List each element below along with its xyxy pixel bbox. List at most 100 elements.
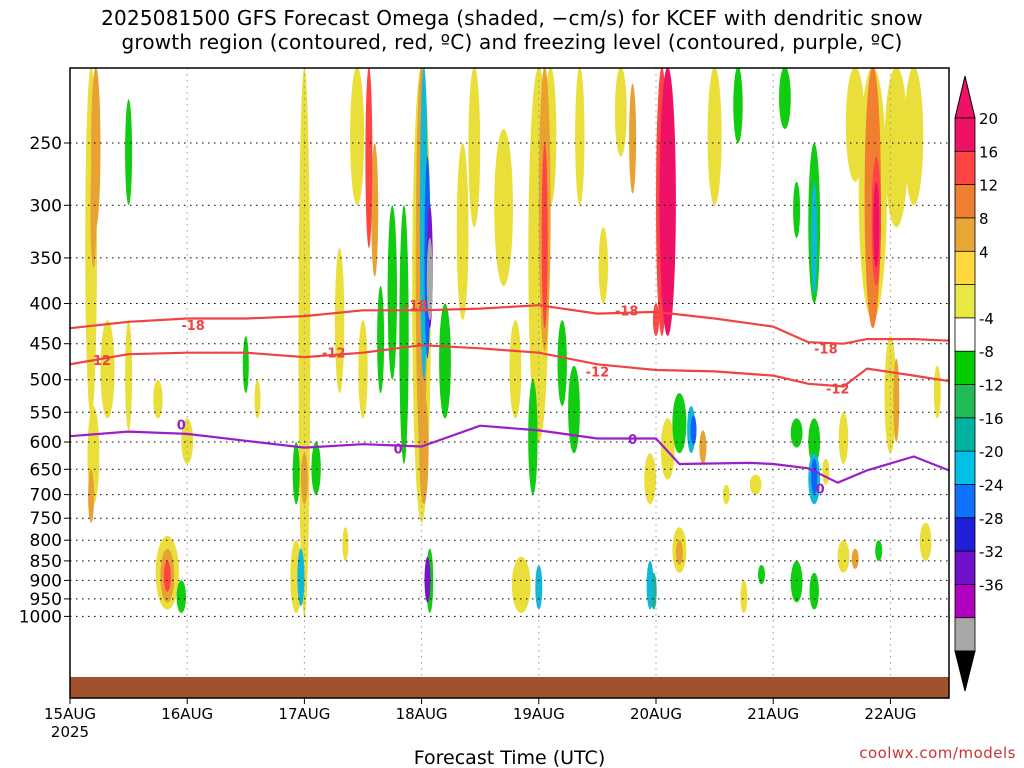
colorbar-swatch [954, 184, 976, 219]
credit-text: coolwx.com/models [859, 744, 1016, 762]
omega-cell [535, 564, 543, 610]
omega-cell [845, 68, 865, 182]
omega-cell [675, 540, 683, 565]
omega-cell [884, 68, 908, 228]
omega-cell [629, 83, 637, 194]
omega-cell [468, 68, 481, 228]
omega-cell [722, 484, 730, 505]
omega-cell [904, 68, 924, 206]
y-tick-label: 800 [30, 531, 62, 551]
omega-cell [851, 548, 859, 569]
contour-label: -18 [615, 304, 639, 319]
omega-cell [292, 442, 300, 505]
omega-cell [811, 181, 818, 295]
colorbar-label: 16 [979, 143, 998, 161]
colorbar-label: -24 [979, 476, 1004, 494]
omega-cell [125, 99, 133, 206]
colorbar: 20 16 12 8 4 -4 -8 -12 -16 -20 -24 -28 -32 -36 [954, 75, 1004, 692]
omega-cell [575, 68, 585, 206]
omega-cell [808, 418, 821, 465]
colorbar-swatch [954, 483, 976, 519]
chart-title: 2025081500 GFS Forecast Omega (shaded, −… [0, 6, 1024, 54]
omega-cell [311, 442, 321, 495]
omega-cell [90, 156, 97, 268]
omega-cell [811, 458, 818, 495]
colorbar-swatch [954, 117, 976, 153]
omega-cell [659, 68, 676, 336]
omega-cell [838, 412, 849, 464]
omega-cell [100, 320, 115, 419]
colorbar-swatch [954, 317, 976, 353]
omega-cell [399, 205, 409, 464]
colorbar-label: -32 [979, 543, 1004, 561]
contour-label: -18 [181, 319, 205, 334]
colorbar-label: -12 [979, 377, 1004, 395]
y-tick-label: 350 [30, 249, 62, 269]
colorbar-swatch [954, 217, 976, 253]
omega-cell [557, 320, 567, 406]
colorbar-top-arrow [954, 75, 976, 119]
omega-cell [672, 393, 687, 454]
y-tick-label: 250 [30, 134, 62, 154]
grid-lines [70, 68, 949, 698]
omega-cell [568, 365, 580, 454]
omega-cell [793, 181, 801, 238]
colorbar-swatch [954, 584, 976, 619]
omega-cell [873, 181, 880, 268]
plot-frame [69, 67, 950, 699]
omega-cell [837, 540, 850, 573]
contour-line-0 [70, 424, 949, 484]
omega-cell [749, 474, 762, 495]
contour-label: -12 [88, 354, 112, 369]
colorbar-swatch [954, 517, 976, 552]
colorbar-bottom-arrow [954, 650, 976, 692]
y-tick-label: 850 [30, 552, 62, 572]
y-tick-label: 550 [30, 403, 62, 423]
omega-cell [439, 303, 451, 419]
x-tick-label: 16AUG [161, 705, 213, 723]
contour-line--12 [70, 344, 949, 388]
omega-cell [511, 556, 531, 614]
x-axis-label: Forecast Time (UTC) [414, 747, 605, 768]
omega-cell [822, 458, 830, 485]
y-tick-label: 400 [30, 295, 62, 315]
colorbar-label: -36 [979, 576, 1004, 594]
omega-cell [758, 565, 765, 585]
ground-surface [70, 677, 949, 698]
omega-cell [242, 336, 249, 394]
x-tick-label: 19AUG [513, 705, 565, 723]
colorbar-swatch [954, 550, 976, 586]
contour-label: -18 [404, 299, 428, 314]
omega-cell [334, 248, 345, 394]
contour-label: -12 [586, 365, 610, 380]
omega-cell [707, 68, 722, 206]
y-tick-label: 500 [30, 371, 62, 391]
omega-cell [153, 379, 163, 419]
x-tick-label: 18AUG [396, 705, 448, 723]
omega-cell [740, 580, 748, 613]
colorbar-label: -28 [979, 510, 1004, 528]
omega-cell [541, 143, 548, 329]
colorbar-swatch [954, 250, 976, 286]
omega-cell [699, 430, 707, 465]
omega-cell [733, 68, 743, 143]
omega-cell [371, 143, 379, 277]
x-tick-label: 20AUG [630, 705, 682, 723]
omega-cell [424, 556, 431, 603]
omega-cell [790, 560, 803, 603]
x-tick-label: 15AUG [44, 705, 96, 723]
omega-cell [509, 320, 522, 419]
omega-cell [884, 336, 897, 454]
omega-cell [875, 540, 883, 561]
omega-cell [790, 418, 803, 448]
colorbar-swatch [954, 384, 976, 419]
chart-title-line2: growth region (contoured, red, ºC) and f… [121, 30, 903, 54]
omega-cell [365, 68, 373, 248]
colorbar-label: 12 [979, 177, 998, 195]
omega-cell [297, 548, 305, 606]
colorbar-label: -8 [979, 343, 994, 361]
colorbar-swatch [954, 417, 976, 452]
omega-cell [350, 68, 365, 206]
y-tick-label: 450 [30, 335, 62, 355]
